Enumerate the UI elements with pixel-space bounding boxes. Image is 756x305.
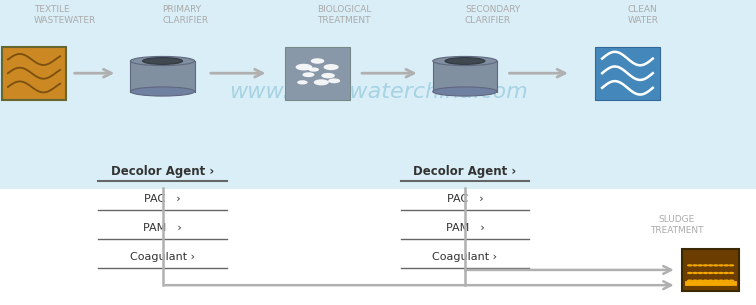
Circle shape [729, 272, 734, 274]
Text: Decolor Agent ›: Decolor Agent › [414, 165, 516, 178]
Text: Coagulant ›: Coagulant › [432, 252, 497, 262]
Ellipse shape [130, 87, 194, 96]
Circle shape [687, 279, 692, 282]
Bar [596, 47, 659, 100]
Circle shape [302, 72, 314, 77]
Text: www.cleanwaterchina.com: www.cleanwaterchina.com [228, 81, 528, 102]
Text: SECONDARY
CLARIFIER: SECONDARY CLARIFIER [465, 5, 520, 25]
Circle shape [697, 264, 703, 267]
Bar [0, 0, 756, 189]
Circle shape [697, 272, 703, 274]
Text: BIOLOGICAL
TREATMENT: BIOLOGICAL TREATMENT [318, 5, 372, 25]
Circle shape [723, 264, 729, 267]
Circle shape [723, 279, 729, 282]
Circle shape [702, 272, 708, 274]
Bar [130, 61, 195, 92]
Ellipse shape [130, 56, 194, 66]
Text: Decolor Agent ›: Decolor Agent › [111, 165, 214, 178]
Circle shape [321, 73, 335, 78]
Circle shape [713, 264, 719, 267]
Bar [682, 249, 739, 291]
Text: SLUDGE
TREATMENT: SLUDGE TREATMENT [650, 215, 703, 235]
Circle shape [297, 80, 308, 84]
Circle shape [708, 279, 714, 282]
Circle shape [702, 264, 708, 267]
Circle shape [314, 79, 329, 85]
Circle shape [692, 279, 698, 282]
Bar [432, 61, 497, 92]
Text: CLEAN
WATER: CLEAN WATER [627, 5, 658, 25]
Text: PAC ›: PAC › [144, 194, 181, 204]
Circle shape [708, 272, 714, 274]
Circle shape [296, 64, 312, 70]
Circle shape [729, 264, 734, 267]
Circle shape [687, 264, 692, 267]
Circle shape [687, 272, 692, 274]
Circle shape [328, 78, 340, 83]
Text: PAM ›: PAM › [143, 223, 182, 233]
Ellipse shape [432, 87, 497, 96]
Text: PRIMARY
CLARIFIER: PRIMARY CLARIFIER [163, 5, 209, 25]
Ellipse shape [445, 58, 485, 64]
Circle shape [697, 279, 703, 282]
Circle shape [308, 67, 319, 72]
Text: TEXTILE
WASTEWATER: TEXTILE WASTEWATER [34, 5, 96, 25]
Circle shape [713, 279, 719, 282]
Bar [2, 47, 66, 100]
Circle shape [718, 279, 724, 282]
Circle shape [324, 64, 339, 70]
Circle shape [729, 279, 734, 282]
Ellipse shape [432, 56, 497, 66]
Bar [285, 47, 349, 100]
Text: Coagulant ›: Coagulant › [130, 252, 195, 262]
Circle shape [723, 272, 729, 274]
Circle shape [692, 272, 698, 274]
Circle shape [702, 279, 708, 282]
Circle shape [713, 272, 719, 274]
Circle shape [718, 264, 724, 267]
Circle shape [311, 58, 324, 64]
Circle shape [718, 272, 724, 274]
Ellipse shape [143, 58, 182, 64]
Circle shape [708, 264, 714, 267]
Text: PAC ›: PAC › [447, 194, 483, 204]
Circle shape [692, 264, 698, 267]
Text: PAM ›: PAM › [445, 223, 485, 233]
